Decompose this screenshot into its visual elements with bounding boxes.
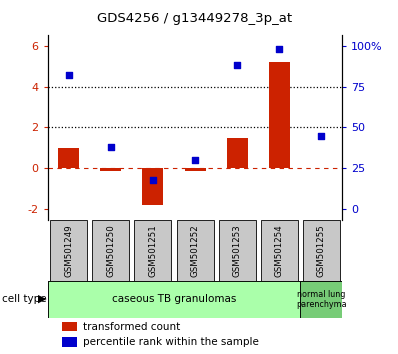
Bar xyxy=(261,219,298,281)
Point xyxy=(234,62,240,68)
Text: ▶: ▶ xyxy=(38,294,46,304)
Bar xyxy=(300,281,342,318)
Bar xyxy=(62,322,77,331)
Bar xyxy=(100,169,121,171)
Point xyxy=(150,177,156,183)
Bar xyxy=(50,219,87,281)
Bar xyxy=(135,219,172,281)
Text: caseous TB granulomas: caseous TB granulomas xyxy=(112,294,236,304)
Text: GSM501254: GSM501254 xyxy=(275,224,284,276)
Text: normal lung
parenchyma: normal lung parenchyma xyxy=(296,290,347,309)
Bar xyxy=(219,219,256,281)
Bar xyxy=(303,219,340,281)
Bar xyxy=(176,219,214,281)
Point xyxy=(276,46,282,52)
Point xyxy=(108,144,114,150)
Text: GSM501253: GSM501253 xyxy=(232,224,242,276)
Point xyxy=(318,133,324,138)
Bar xyxy=(185,169,205,171)
Bar xyxy=(142,169,164,205)
Bar xyxy=(92,219,129,281)
Text: percentile rank within the sample: percentile rank within the sample xyxy=(83,337,259,347)
Bar xyxy=(226,138,248,169)
Bar xyxy=(62,337,77,347)
Bar xyxy=(269,62,290,169)
Text: GSM501252: GSM501252 xyxy=(191,224,199,276)
Text: transformed count: transformed count xyxy=(83,321,180,332)
Text: GSM501251: GSM501251 xyxy=(148,224,158,276)
Text: GSM501249: GSM501249 xyxy=(64,224,73,276)
Point xyxy=(192,158,198,163)
Point xyxy=(66,72,72,78)
Bar xyxy=(311,168,332,169)
Text: cell type: cell type xyxy=(2,294,47,304)
Text: GSM501250: GSM501250 xyxy=(106,224,115,276)
Bar xyxy=(48,281,300,318)
Bar xyxy=(58,148,79,169)
Text: GSM501255: GSM501255 xyxy=(317,224,326,276)
Text: GDS4256 / g13449278_3p_at: GDS4256 / g13449278_3p_at xyxy=(98,12,293,25)
